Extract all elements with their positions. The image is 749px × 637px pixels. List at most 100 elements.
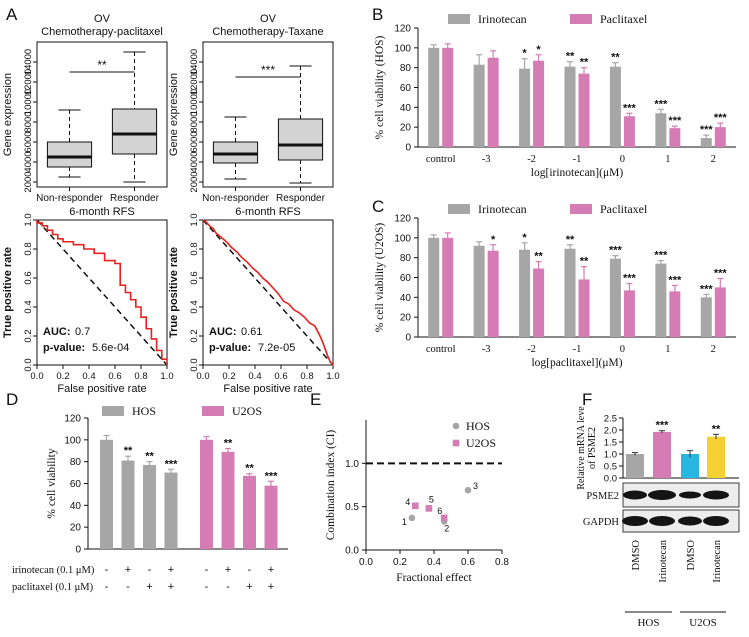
point-label: 3 (473, 481, 478, 491)
blot-band (622, 516, 648, 526)
x-tick-label: 0.6 (108, 371, 121, 382)
pvalue-label: p-value: (209, 342, 251, 354)
significance-label: ** (124, 445, 133, 457)
bar-hos (143, 464, 156, 549)
bar-paclitaxel (442, 237, 454, 337)
treatment-mark: - (148, 564, 152, 576)
y-tick-label: 80 (400, 253, 412, 264)
y-tick-label: 0.2 (23, 329, 34, 342)
significance-label: *** (656, 420, 670, 432)
y-tick-label: 1.0 (604, 450, 617, 461)
y-tick-label: 0.2 (189, 329, 200, 342)
y-tick-label: 2.0 (604, 426, 617, 437)
y-tick-label: 1.0 (345, 459, 359, 470)
significance-label: ** (580, 57, 589, 69)
x-tick-label: 0 (620, 344, 625, 355)
bar-hos (121, 460, 135, 549)
y-tick-label: 0.0 (604, 474, 617, 485)
treatment-mark: + (268, 564, 274, 576)
point-label: 6 (437, 506, 442, 516)
panel-a-roc-taxane: 6-month RFS 0.00.0 0.2 0.2 0.4 0.4 0.6 0.6 0.8 0.… (168, 206, 340, 395)
y-tick-label: 40 (400, 103, 412, 114)
blot-label: PSME2 (586, 491, 619, 502)
bar-paclitaxel (623, 290, 635, 337)
y-tick-label: 120 (394, 24, 411, 35)
plot-frame (202, 41, 334, 188)
significance-label: *** (609, 245, 623, 257)
auc-value: 0.7 (75, 326, 90, 338)
chart-title: OV (94, 13, 111, 25)
y-tick-label: 40 (70, 501, 82, 512)
significance-label: *** (668, 274, 682, 286)
box (46, 141, 93, 168)
chart-subtitle: Chemotherapy-paclitaxel (41, 26, 163, 38)
x-tick-label: 1.0 (326, 371, 339, 382)
bar-irinotecan (655, 113, 667, 147)
y-tick-label: 12000 (23, 69, 34, 95)
x-tick-label: 0.0 (30, 371, 43, 382)
x-tick-label: 0.2 (56, 371, 69, 382)
significance-label: *** (700, 124, 714, 136)
bar-u2os (243, 475, 256, 549)
significance-label: ** (145, 451, 154, 463)
bar (707, 436, 725, 478)
x-tick-label: 0.6 (461, 557, 475, 568)
significance-label: *** (714, 267, 728, 279)
blot-band (703, 516, 729, 526)
y-tick-label: 10000 (189, 89, 200, 115)
treatment-mark: + (268, 581, 274, 593)
pvalue-value: 7.2e-05 (258, 342, 295, 354)
bar-hos (164, 472, 178, 549)
panel-letter-b: B (372, 5, 383, 24)
bar (653, 431, 671, 478)
diagonal-reference (36, 219, 168, 366)
treatment-mark: + (168, 581, 174, 593)
y-tick-label: 0.6 (23, 271, 34, 284)
data-point-hos (464, 486, 472, 494)
treatment-mark: - (226, 581, 230, 593)
treatment-mark: + (125, 564, 131, 576)
bar-irinotecan (519, 249, 531, 337)
y-axis-label: Combination index (CI) (325, 430, 337, 541)
x-tick-label: 0.4 (82, 371, 95, 382)
blot-label: GAPDH (583, 517, 620, 528)
y-axis-label: % cell viability (46, 448, 58, 519)
legend-swatch (448, 14, 470, 24)
blot-band (649, 516, 675, 526)
x-tick-label: 0.8 (495, 557, 509, 568)
blot-band (678, 516, 702, 526)
bar-hos (100, 439, 113, 549)
x-tick-label: Responder (276, 193, 326, 204)
significance-label: *** (623, 102, 637, 114)
box (277, 118, 324, 161)
x-tick-label: 0.6 (274, 371, 287, 382)
treatment-row-label: irinotecan (0.1 μM) (12, 565, 95, 576)
legend-label: Irinotecan (478, 202, 527, 216)
bar (626, 454, 644, 478)
blot-band (648, 490, 676, 500)
significance-label: *** (714, 112, 728, 124)
diagonal-reference (202, 219, 334, 366)
y-tick-label: 10000 (23, 89, 34, 115)
legend-swatch (202, 406, 224, 416)
bar-paclitaxel (578, 279, 590, 337)
bar-irinotecan (609, 66, 621, 147)
x-tick-label: 0.0 (359, 557, 373, 568)
significance-label: ** (566, 51, 575, 63)
y-tick-label: 60 (400, 273, 412, 284)
bar-paclitaxel (714, 287, 726, 337)
x-tick-label: 1 (665, 154, 670, 165)
chart-subtitle: Chemotherapy-Taxane (212, 26, 323, 38)
point-label: 4 (405, 497, 410, 507)
legend-marker (452, 422, 460, 430)
treatment-mark: - (126, 581, 130, 593)
bar-paclitaxel (669, 291, 681, 337)
y-tick-label: 20 (400, 313, 412, 324)
y-tick-label: 80 (70, 457, 82, 468)
y-tick-label: 20 (70, 523, 82, 534)
legend-label: HOS (466, 419, 490, 433)
bar-irinotecan (473, 64, 485, 147)
y-tick-label: 0.8 (189, 242, 200, 255)
